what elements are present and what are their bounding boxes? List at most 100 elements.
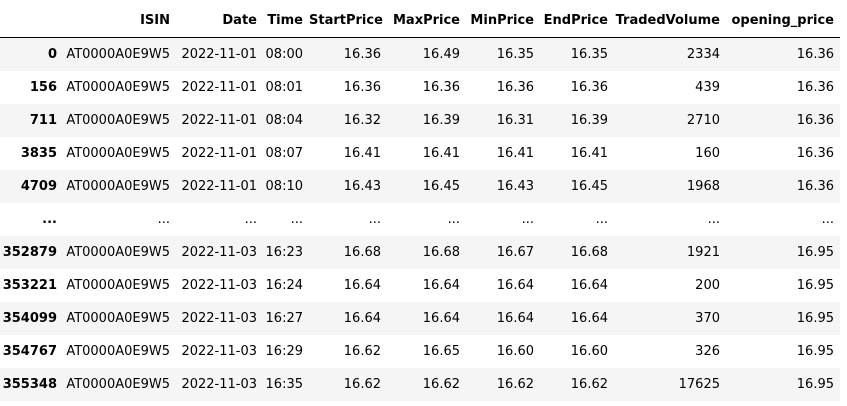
table-cell: 08:00 (265, 47, 303, 62)
row-index: 711 (29, 113, 57, 128)
column-header: MaxPrice (387, 4, 466, 38)
table-row: 4709 AT0000A0E9W5 2022-11-01 08:10 16.43 16.4… (0, 170, 840, 203)
table-cell: 16.41 (570, 146, 608, 161)
table-cell: 16.36 (570, 80, 608, 95)
table-cell: 2022-11-01 (181, 113, 257, 128)
table-row: 354767 AT0000A0E9W5 2022-11-03 16:29 16.62 16… (0, 335, 840, 368)
row-index: 3835 (20, 146, 57, 161)
table-cell: ... (521, 212, 534, 227)
table-cell: 16.64 (496, 311, 534, 326)
table-cell: AT0000A0E9W5 (66, 344, 170, 359)
row-index: 355348 (2, 377, 57, 392)
table-cell: 16.68 (422, 245, 460, 260)
table-row: 355348 AT0000A0E9W5 2022-11-03 16:35 16.62 16… (0, 368, 840, 401)
table-row: 711 AT0000A0E9W5 2022-11-01 08:04 16.32 16.39… (0, 104, 840, 137)
table-cell: AT0000A0E9W5 (66, 47, 170, 62)
table-cell: 16.39 (570, 113, 608, 128)
table-row: 3835 AT0000A0E9W5 2022-11-01 08:07 16.41 16.4… (0, 137, 840, 170)
table-cell: 08:10 (265, 179, 303, 194)
table-cell: 16.35 (496, 47, 534, 62)
table-cell: 16.36 (343, 47, 381, 62)
table-cell: 16.35 (570, 47, 608, 62)
table-row: 354099 AT0000A0E9W5 2022-11-03 16:27 16.64 16… (0, 302, 840, 335)
table-cell: 08:04 (265, 113, 303, 128)
table-cell: 16:23 (265, 245, 303, 260)
dataframe-table: ISIN Date Time StartPrice MaxPrice MinPrice En… (0, 4, 840, 401)
table-row: 0 AT0000A0E9W5 2022-11-01 08:00 16.36 16.49 16… (0, 37, 840, 71)
table-cell: 2022-11-01 (181, 80, 257, 95)
table-cell: 16.41 (496, 146, 534, 161)
table-cell: 16.64 (570, 278, 608, 293)
table-cell: 16.36 (796, 113, 834, 128)
table-cell: ... (447, 212, 460, 227)
table-cell: 16.60 (496, 344, 534, 359)
row-index: 0 (47, 47, 57, 62)
table-cell: 16.43 (343, 179, 381, 194)
table-cell: ... (368, 212, 381, 227)
column-header: Time (263, 4, 309, 38)
column-header: TradedVolume (614, 4, 726, 38)
table-cell: 16.67 (496, 245, 534, 260)
table-cell: 2022-11-03 (181, 278, 257, 293)
table-cell: ... (244, 212, 257, 227)
table-cell: 16.95 (796, 344, 834, 359)
table-cell: 16.43 (496, 179, 534, 194)
row-index: 354099 (2, 311, 57, 326)
table-cell: 16.64 (422, 278, 460, 293)
table-cell: 16.60 (570, 344, 608, 359)
column-header: opening_price (726, 4, 840, 38)
table-cell: 16.95 (796, 245, 834, 260)
table-cell: 16.36 (422, 80, 460, 95)
table-cell: 16.49 (422, 47, 460, 62)
table-cell: 16.36 (343, 80, 381, 95)
table-cell: 16:35 (265, 377, 303, 392)
table-cell: 16.45 (422, 179, 460, 194)
table-cell: 16.36 (796, 179, 834, 194)
row-index: 353221 (2, 278, 57, 293)
table-cell: 2334 (686, 47, 720, 62)
table-cell: 2022-11-03 (181, 311, 257, 326)
table-cell: 16.95 (796, 311, 834, 326)
table-cell: 16.31 (496, 113, 534, 128)
table-row: 156 AT0000A0E9W5 2022-11-01 08:01 16.36 16.36… (0, 71, 840, 104)
table-cell: 1968 (686, 179, 720, 194)
table-cell: 16.41 (343, 146, 381, 161)
table-cell: ... (707, 212, 720, 227)
table-cell: 2022-11-01 (181, 179, 257, 194)
row-index: 156 (29, 80, 57, 95)
table-cell: 1921 (686, 245, 720, 260)
column-header: ISIN (63, 4, 176, 38)
table-cell: ... (290, 212, 303, 227)
table-cell: 16.95 (796, 377, 834, 392)
table-cell: 16.64 (570, 311, 608, 326)
table-cell: 16.36 (796, 47, 834, 62)
table-cell: 16.62 (496, 377, 534, 392)
table-cell: 16.64 (343, 311, 381, 326)
table-cell: 16.62 (422, 377, 460, 392)
table-cell: 16.62 (343, 377, 381, 392)
table-cell: 16.68 (343, 245, 381, 260)
row-index: 352879 (2, 245, 57, 260)
table-cell: 370 (695, 311, 720, 326)
table-cell: ... (157, 212, 170, 227)
table-cell: 16.64 (496, 278, 534, 293)
table-cell: 326 (695, 344, 720, 359)
table-cell: AT0000A0E9W5 (66, 146, 170, 161)
index-column-header (0, 4, 63, 38)
table-header: ISIN Date Time StartPrice MaxPrice MinPrice En… (0, 4, 840, 38)
table-row: .............................. (0, 203, 840, 236)
table-row: 352879 AT0000A0E9W5 2022-11-03 16:23 16.68 16… (0, 236, 840, 269)
table-cell: 16:29 (265, 344, 303, 359)
table-cell: AT0000A0E9W5 (66, 278, 170, 293)
table-cell: AT0000A0E9W5 (66, 179, 170, 194)
table-cell: 16:27 (265, 311, 303, 326)
column-header: MinPrice (466, 4, 540, 38)
row-index: ... (42, 212, 57, 227)
table-cell: 2022-11-03 (181, 377, 257, 392)
table-cell: ... (821, 212, 834, 227)
table-cell: 16.39 (422, 113, 460, 128)
column-header: EndPrice (540, 4, 614, 38)
table-cell: 439 (695, 80, 720, 95)
table-cell: 160 (695, 146, 720, 161)
